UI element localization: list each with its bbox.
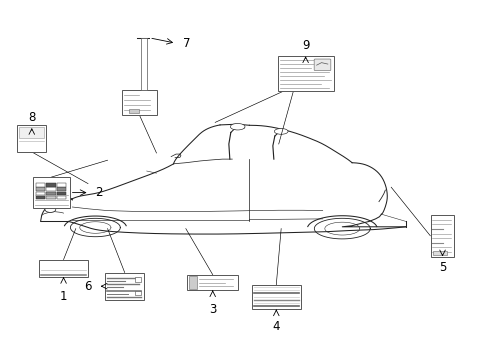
Text: 3: 3 <box>208 303 216 316</box>
Text: 9: 9 <box>301 39 309 52</box>
Text: 4: 4 <box>272 320 280 333</box>
Bar <box>57 196 66 199</box>
Bar <box>186 275 238 290</box>
Bar <box>19 127 44 138</box>
Bar <box>141 38 147 90</box>
Text: 5: 5 <box>438 261 446 274</box>
Bar <box>36 187 45 191</box>
Bar <box>46 187 56 191</box>
Bar <box>188 276 196 289</box>
Text: 7: 7 <box>183 37 190 50</box>
Bar <box>432 251 446 255</box>
Bar <box>122 90 157 115</box>
Bar <box>105 273 144 300</box>
Ellipse shape <box>45 207 56 212</box>
Bar <box>36 196 45 199</box>
Ellipse shape <box>230 123 244 130</box>
Bar <box>36 183 45 187</box>
Bar <box>46 196 56 199</box>
Bar <box>430 215 453 256</box>
Bar <box>135 291 141 295</box>
Bar <box>39 260 88 277</box>
Bar <box>57 187 66 191</box>
Bar <box>57 192 66 195</box>
Ellipse shape <box>274 129 287 134</box>
Bar <box>33 177 70 208</box>
Bar <box>46 192 56 195</box>
Text: 6: 6 <box>84 280 92 293</box>
Text: 2: 2 <box>95 186 102 199</box>
Bar <box>277 56 333 91</box>
Bar <box>46 183 56 187</box>
FancyBboxPatch shape <box>313 59 330 71</box>
Bar <box>36 192 45 195</box>
Ellipse shape <box>48 199 67 208</box>
Bar <box>251 285 300 309</box>
Bar <box>135 277 141 282</box>
Text: 8: 8 <box>28 111 36 124</box>
Bar <box>57 183 66 187</box>
Bar <box>17 125 46 152</box>
Bar <box>128 109 139 113</box>
Text: 1: 1 <box>60 290 67 303</box>
